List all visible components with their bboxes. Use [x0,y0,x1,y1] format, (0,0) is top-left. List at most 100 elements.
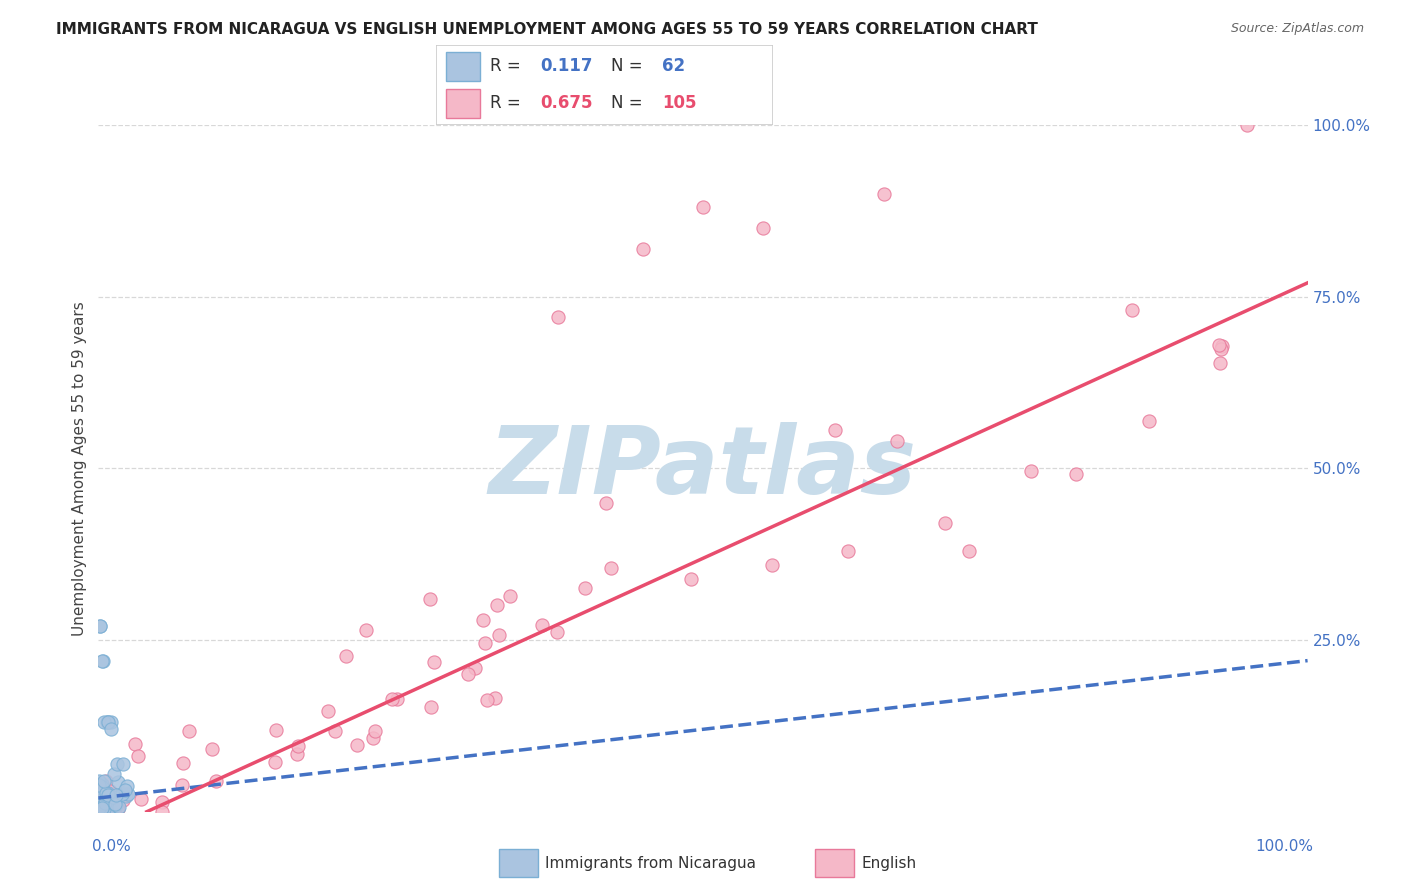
Point [89,803,111,817]
Point [90,803,112,817]
Point [93,793,115,807]
Point [423,655,446,669]
Point [287,739,309,754]
Text: English: English [860,855,917,871]
Point [87,805,110,819]
Point [98,784,121,798]
Point [89,780,111,794]
Point [457,666,479,681]
Point [679,573,702,587]
Point [1236,118,1258,132]
Point [93,802,115,816]
Point [87,797,110,812]
Point [824,423,846,437]
Point [101,797,124,811]
Point [103,767,125,781]
Point [420,699,443,714]
Point [484,690,506,705]
Point [89,802,111,816]
Point [93,790,115,805]
Point [94,797,117,812]
Point [89,773,111,788]
Point [94,803,117,817]
Point [499,589,522,603]
Point [97,804,120,818]
Point [419,591,441,606]
Text: R =: R = [489,57,526,75]
Text: 62: 62 [662,57,685,75]
Point [381,692,404,706]
Point [117,787,139,801]
Point [105,798,128,813]
Point [172,756,194,770]
Text: 105: 105 [662,95,696,112]
Point [96,786,118,800]
Point [93,715,115,730]
Point [91,654,114,668]
Point [96,715,118,730]
Point [89,804,111,818]
Y-axis label: Unemployment Among Ages 55 to 59 years: Unemployment Among Ages 55 to 59 years [72,301,87,636]
Point [111,792,134,806]
Point [97,788,120,802]
Point [89,798,111,813]
Point [87,797,110,811]
FancyBboxPatch shape [436,45,773,125]
Text: Source: ZipAtlas.com: Source: ZipAtlas.com [1230,22,1364,36]
Point [1064,467,1087,481]
Point [91,800,114,814]
Point [87,794,110,808]
Point [87,793,110,807]
Point [474,636,496,650]
Point [91,797,114,811]
Point [91,654,114,668]
Point [90,801,112,815]
Point [89,801,111,815]
Point [97,788,120,802]
Point [1121,303,1143,318]
Point [105,788,128,802]
Text: 0.0%: 0.0% [93,839,131,855]
Point [93,802,115,816]
Point [111,787,134,801]
Point [90,802,112,816]
Point [934,516,956,531]
Text: IMMIGRANTS FROM NICARAGUA VS ENGLISH UNEMPLOYMENT AMONG AGES 55 TO 59 YEARS CORR: IMMIGRANTS FROM NICARAGUA VS ENGLISH UNE… [56,22,1038,37]
Point [1019,464,1042,478]
Point [107,800,129,814]
Text: R =: R = [489,95,526,112]
Point [89,797,111,812]
Text: N =: N = [612,57,648,75]
Bar [446,89,479,118]
Point [90,801,112,815]
Point [89,801,111,815]
Bar [499,849,537,877]
Point [91,801,114,815]
Point [264,756,287,770]
Point [90,777,112,791]
Point [150,795,173,809]
Point [87,803,110,817]
Point [89,778,111,792]
Point [356,624,378,638]
Point [886,434,908,448]
Point [87,799,110,814]
Point [94,774,117,789]
Point [129,791,152,805]
Text: 0.117: 0.117 [540,57,593,75]
Point [335,648,357,663]
Point [90,792,112,806]
Point [89,797,111,811]
Point [287,747,309,762]
Point [91,797,114,812]
Point [488,628,510,642]
Point [94,799,117,814]
Point [91,780,114,794]
Point [91,798,114,813]
Point [93,793,115,807]
Point [94,784,117,798]
Point [93,774,115,789]
Point [91,790,114,805]
Point [546,624,568,639]
Point [177,724,200,739]
